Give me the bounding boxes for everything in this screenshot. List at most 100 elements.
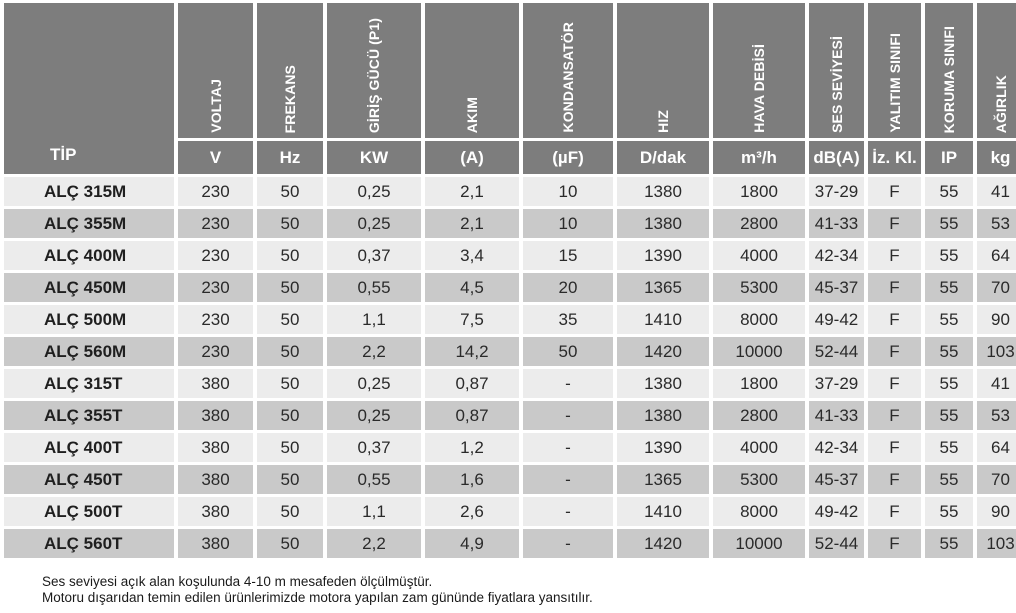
table-cell: F bbox=[868, 497, 921, 526]
table-cell: 0,37 bbox=[327, 433, 421, 462]
unit-protection-class: IP bbox=[925, 141, 973, 174]
table-cell: 10000 bbox=[713, 529, 805, 558]
unit-frequency: Hz bbox=[257, 141, 323, 174]
table-cell: 55 bbox=[925, 529, 973, 558]
table-cell: 0,87 bbox=[425, 401, 519, 430]
table-cell: 14,2 bbox=[425, 337, 519, 366]
table-cell: 8000 bbox=[713, 497, 805, 526]
table-cell: 1420 bbox=[617, 529, 709, 558]
table-cell: F bbox=[868, 401, 921, 430]
table-cell: 70 bbox=[977, 273, 1016, 302]
table-cell: 1390 bbox=[617, 241, 709, 270]
table-cell: 4000 bbox=[713, 433, 805, 462]
cell-model-type: ALÇ 355M bbox=[4, 209, 174, 238]
table-cell: 42-34 bbox=[809, 241, 864, 270]
table-cell: 380 bbox=[178, 497, 253, 526]
table-cell: 230 bbox=[178, 209, 253, 238]
table-cell: 53 bbox=[977, 401, 1016, 430]
table-cell: F bbox=[868, 465, 921, 494]
table-cell: - bbox=[523, 529, 613, 558]
cell-model-type: ALÇ 400T bbox=[4, 433, 174, 462]
table-cell: 64 bbox=[977, 433, 1016, 462]
table-cell: 5300 bbox=[713, 273, 805, 302]
unit-sound-level: dB(A) bbox=[809, 141, 864, 174]
table-cell: 37-29 bbox=[809, 177, 864, 206]
table-cell: F bbox=[868, 273, 921, 302]
cell-model-type: ALÇ 355T bbox=[4, 401, 174, 430]
table-cell: 2,1 bbox=[425, 209, 519, 238]
table-cell: 10 bbox=[523, 209, 613, 238]
table-cell: 55 bbox=[925, 497, 973, 526]
cell-model-type: ALÇ 500M bbox=[4, 305, 174, 334]
table-cell: 1390 bbox=[617, 433, 709, 462]
table-cell: 380 bbox=[178, 465, 253, 494]
col-header-current: AKIM bbox=[425, 3, 519, 138]
unit-input-power: KW bbox=[327, 141, 421, 174]
spec-table: TİP VOLTAJ FREKANS GİRİŞ GÜCÜ (P1) AKIM … bbox=[4, 3, 1016, 558]
table-cell: 1,2 bbox=[425, 433, 519, 462]
table-row: ALÇ 500M 230 50 1,1 7,5 35 1410 8000 49-42 F 55 90 bbox=[4, 305, 1016, 334]
table-cell: 10000 bbox=[713, 337, 805, 366]
table-row: ALÇ 315T 380 50 0,25 0,87-1380 1800 37-29 F 55 41 bbox=[4, 369, 1016, 398]
table-cell: F bbox=[868, 529, 921, 558]
table-cell: 53 bbox=[977, 209, 1016, 238]
unit-voltage: V bbox=[178, 141, 253, 174]
table-cell: 0,87 bbox=[425, 369, 519, 398]
table-row: ALÇ 450T 380 50 0,55 1,6-1365 5300 45-37 F 55 70 bbox=[4, 465, 1016, 494]
table-cell: 41 bbox=[977, 177, 1016, 206]
table-cell: 50 bbox=[257, 369, 323, 398]
table-row: ALÇ 400M 230 50 0,37 3,4 15 1390 4000 42-34 F 55 64 bbox=[4, 241, 1016, 270]
table-cell: 55 bbox=[925, 401, 973, 430]
col-header-capacitor: KONDANSATÖR bbox=[523, 3, 613, 138]
col-header-airflow: HAVA DEBİSİ bbox=[713, 3, 805, 138]
table-cell: 55 bbox=[925, 465, 973, 494]
table-cell: 90 bbox=[977, 497, 1016, 526]
table-cell: 1420 bbox=[617, 337, 709, 366]
table-row: ALÇ 560M 230 50 2,2 14,2 50 1420 10000 52-44 F 55 1… bbox=[4, 337, 1016, 366]
table-cell: 0,25 bbox=[327, 401, 421, 430]
table-cell: 1410 bbox=[617, 305, 709, 334]
table-cell: F bbox=[868, 337, 921, 366]
table-cell: 230 bbox=[178, 241, 253, 270]
table-cell: - bbox=[523, 401, 613, 430]
table-cell: 50 bbox=[257, 529, 323, 558]
table-cell: 1365 bbox=[617, 465, 709, 494]
unit-insulation-class: İz. Kl. bbox=[868, 141, 921, 174]
table-cell: 2,2 bbox=[327, 529, 421, 558]
table-cell: 50 bbox=[257, 209, 323, 238]
table-cell: 50 bbox=[257, 177, 323, 206]
table-cell: 55 bbox=[925, 177, 973, 206]
table-cell: 55 bbox=[925, 209, 973, 238]
table-row: ALÇ 500T 380 50 1,1 2,6-1410 8000 49-42 F 55 90 bbox=[4, 497, 1016, 526]
table-cell: 50 bbox=[257, 433, 323, 462]
header-unit-row: V Hz KW (A) (µF) D/dak m³/h dB(A) İz. Kl… bbox=[4, 141, 1016, 174]
table-cell: 50 bbox=[257, 465, 323, 494]
table-cell: 4,5 bbox=[425, 273, 519, 302]
table-cell: 0,37 bbox=[327, 241, 421, 270]
table-row: ALÇ 450M 230 50 0,55 4,5 20 1365 5300 45-37 F 55 70 bbox=[4, 273, 1016, 302]
table-cell: - bbox=[523, 369, 613, 398]
table-cell: 20 bbox=[523, 273, 613, 302]
table-cell: F bbox=[868, 209, 921, 238]
unit-current: (A) bbox=[425, 141, 519, 174]
col-header-input-power: GİRİŞ GÜCÜ (P1) bbox=[327, 3, 421, 138]
table-cell: 1380 bbox=[617, 369, 709, 398]
col-header-weight: AĞIRLIK bbox=[977, 3, 1016, 138]
table-cell: 50 bbox=[257, 401, 323, 430]
table-cell: 230 bbox=[178, 305, 253, 334]
table-cell: F bbox=[868, 433, 921, 462]
col-header-sound-level: SES SEVİYESİ bbox=[809, 3, 864, 138]
table-cell: 2,6 bbox=[425, 497, 519, 526]
table-cell: 0,55 bbox=[327, 273, 421, 302]
table-cell: 103 bbox=[977, 337, 1016, 366]
table-cell: 55 bbox=[925, 337, 973, 366]
table-cell: 70 bbox=[977, 465, 1016, 494]
table-cell: 1,1 bbox=[327, 305, 421, 334]
table-cell: 52-44 bbox=[809, 529, 864, 558]
table-cell: 55 bbox=[925, 369, 973, 398]
table-cell: 230 bbox=[178, 337, 253, 366]
table-cell: 380 bbox=[178, 369, 253, 398]
table-cell: 55 bbox=[925, 241, 973, 270]
cell-model-type: ALÇ 560T bbox=[4, 529, 174, 558]
